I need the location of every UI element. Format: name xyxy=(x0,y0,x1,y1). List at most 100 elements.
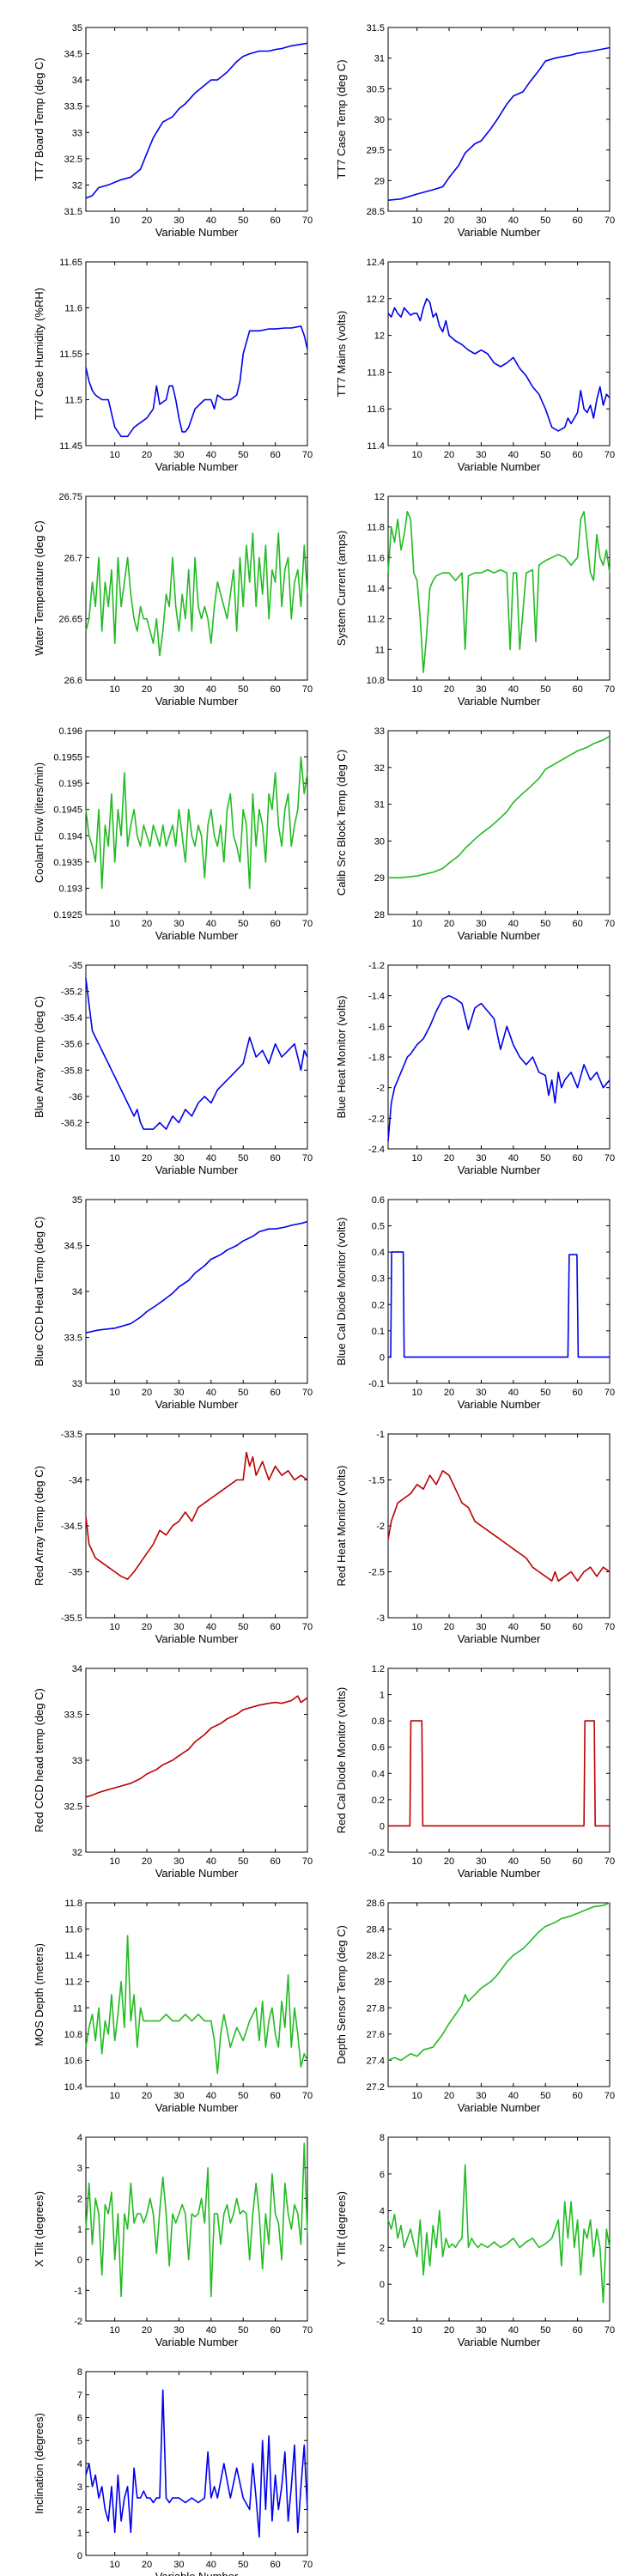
y-tick-label: -35.4 xyxy=(61,1013,82,1024)
x-tick-label: 10 xyxy=(110,1153,120,1163)
y-tick-label: -35.8 xyxy=(61,1066,82,1076)
y-axis-label: MOS Depth (meters) xyxy=(33,1943,46,2046)
x-tick-label: 20 xyxy=(142,684,152,695)
series-line xyxy=(85,1695,308,1798)
y-tick-label: 0.1955 xyxy=(53,753,82,763)
x-tick-label: 10 xyxy=(110,684,120,695)
y-tick-label: 35 xyxy=(72,23,82,33)
plot-frame xyxy=(85,1433,308,1619)
x-tick-label: 50 xyxy=(238,2560,248,2570)
y-tick-label: 6 xyxy=(380,2170,385,2180)
x-tick-label: 50 xyxy=(540,1856,550,1867)
x-tick-label: 40 xyxy=(206,1388,216,1398)
x-tick-label: 20 xyxy=(444,216,454,226)
y-tick-label: 8 xyxy=(380,2133,385,2143)
y-tick-label: 30.5 xyxy=(367,84,385,94)
chart-panel: 10 20 30 40 50 60 70 -2 0 2 4 6 8 Variable Number Y Ti… xyxy=(335,2133,615,2348)
series-line xyxy=(387,46,611,201)
y-tick-label: 26.65 xyxy=(58,615,82,625)
y-tick-label: 0 xyxy=(380,1821,385,1832)
x-axis-label: Variable Number xyxy=(155,1867,239,1880)
y-tick-label: 11 xyxy=(375,645,385,655)
y-tick-label: 4 xyxy=(77,2133,82,2143)
x-tick-label: 60 xyxy=(270,1856,280,1867)
x-tick-label: 50 xyxy=(540,1153,550,1163)
y-axis-label: Blue CCD Head Temp (deg C) xyxy=(33,1217,46,1367)
plot-frame xyxy=(387,1668,611,1853)
chart-panel: 10 20 30 40 50 60 70 -0.1 0 0.1 0.2 0.3 0.4 0.5 0.6 Var… xyxy=(335,1195,615,1411)
series-line xyxy=(85,978,308,1130)
x-axis-label: Variable Number xyxy=(458,1398,541,1411)
chart-panel: 10 20 30 40 50 60 70 0 1 2 3 4 5 6 7 8 Variable Number In… xyxy=(33,2367,313,2576)
y-axis-label: Depth Sensor Temp (deg C) xyxy=(335,1925,348,2064)
x-tick-label: 50 xyxy=(238,2091,248,2101)
chart-panel: 10 20 30 40 50 60 70 -1.2 -1.4 -1.6 -1.8 -2 -2.2 -2.4… xyxy=(335,961,615,1176)
series-line xyxy=(85,42,308,199)
x-axis-label: Variable Number xyxy=(155,929,239,942)
x-tick-label: 30 xyxy=(173,2560,184,2570)
x-tick-label: 40 xyxy=(508,1856,519,1867)
x-tick-label: 20 xyxy=(142,919,152,929)
x-tick-label: 40 xyxy=(508,2091,519,2101)
y-tick-label: 10.4 xyxy=(64,2082,82,2093)
y-tick-label: 0.6 xyxy=(372,1743,385,1753)
y-tick-label: 11.65 xyxy=(59,258,82,268)
chart-panel: 10 20 30 40 50 60 70 27.2 27.4 27.6 27.8 28 28.2 28.4… xyxy=(335,1899,615,2114)
y-tick-label: 11.8 xyxy=(367,368,385,378)
y-tick-label: 34 xyxy=(72,1664,82,1674)
x-tick-label: 50 xyxy=(540,450,550,460)
series-line xyxy=(387,2164,611,2304)
x-tick-label: 30 xyxy=(173,1856,184,1867)
plot-frame xyxy=(387,2136,611,2322)
x-tick-label: 40 xyxy=(508,2325,519,2336)
x-tick-label: 10 xyxy=(110,1388,120,1398)
y-tick-label: 1 xyxy=(77,2528,82,2538)
plot-frame xyxy=(387,964,611,1150)
y-tick-label: -35.6 xyxy=(61,1040,82,1050)
y-tick-label: 0.1 xyxy=(372,1327,385,1337)
x-tick-label: 10 xyxy=(110,2560,120,2570)
x-tick-label: 60 xyxy=(270,216,280,226)
x-tick-label: 40 xyxy=(206,919,216,929)
y-tick-label: 31 xyxy=(374,54,385,64)
y-tick-label: -2.2 xyxy=(368,1114,385,1124)
x-tick-label: 60 xyxy=(572,684,582,695)
x-tick-label: 40 xyxy=(508,684,519,695)
y-tick-label: 1 xyxy=(380,1691,385,1701)
plot-frame xyxy=(85,1902,308,2087)
x-axis-label: Variable Number xyxy=(458,1867,541,1880)
y-tick-label: 31 xyxy=(374,800,385,811)
x-tick-label: 10 xyxy=(412,2091,422,2101)
y-axis-label: Blue Heat Monitor (volts) xyxy=(335,995,348,1118)
x-tick-label: 60 xyxy=(572,2325,582,2336)
y-tick-label: 11.2 xyxy=(367,615,385,625)
x-tick-label: 40 xyxy=(206,1622,216,1632)
x-tick-label: 10 xyxy=(412,216,422,226)
y-axis-label: Water Temperature (deg C) xyxy=(33,520,46,656)
x-tick-label: 40 xyxy=(508,450,519,460)
plot-frame xyxy=(85,1199,308,1384)
x-tick-label: 30 xyxy=(476,1388,486,1398)
y-axis-label: Red Heat Monitor (volts) xyxy=(335,1466,348,1587)
x-tick-label: 60 xyxy=(270,1388,280,1398)
x-tick-label: 30 xyxy=(476,919,486,929)
y-tick-label: 30 xyxy=(374,115,385,125)
x-tick-label: 30 xyxy=(173,2325,184,2336)
x-tick-label: 30 xyxy=(173,684,184,695)
y-tick-label: 0.196 xyxy=(58,726,82,737)
x-tick-label: 70 xyxy=(302,2560,313,2570)
y-tick-label: 32 xyxy=(72,180,82,191)
y-tick-label: 28 xyxy=(374,910,385,920)
plot-frame xyxy=(387,261,611,447)
y-tick-label: 11.8 xyxy=(64,1899,82,1909)
y-tick-label: 0.4 xyxy=(372,1769,385,1779)
x-tick-label: 20 xyxy=(444,1153,454,1163)
y-axis-label: Coolant Flow (liters/min) xyxy=(33,762,46,883)
x-tick-label: 70 xyxy=(302,919,313,929)
x-tick-label: 20 xyxy=(142,2560,152,2570)
x-tick-label: 10 xyxy=(110,919,120,929)
x-axis-label: Variable Number xyxy=(155,460,239,473)
x-axis-label: Variable Number xyxy=(458,1632,541,1645)
x-tick-label: 60 xyxy=(270,2091,280,2101)
series-line xyxy=(85,325,308,438)
